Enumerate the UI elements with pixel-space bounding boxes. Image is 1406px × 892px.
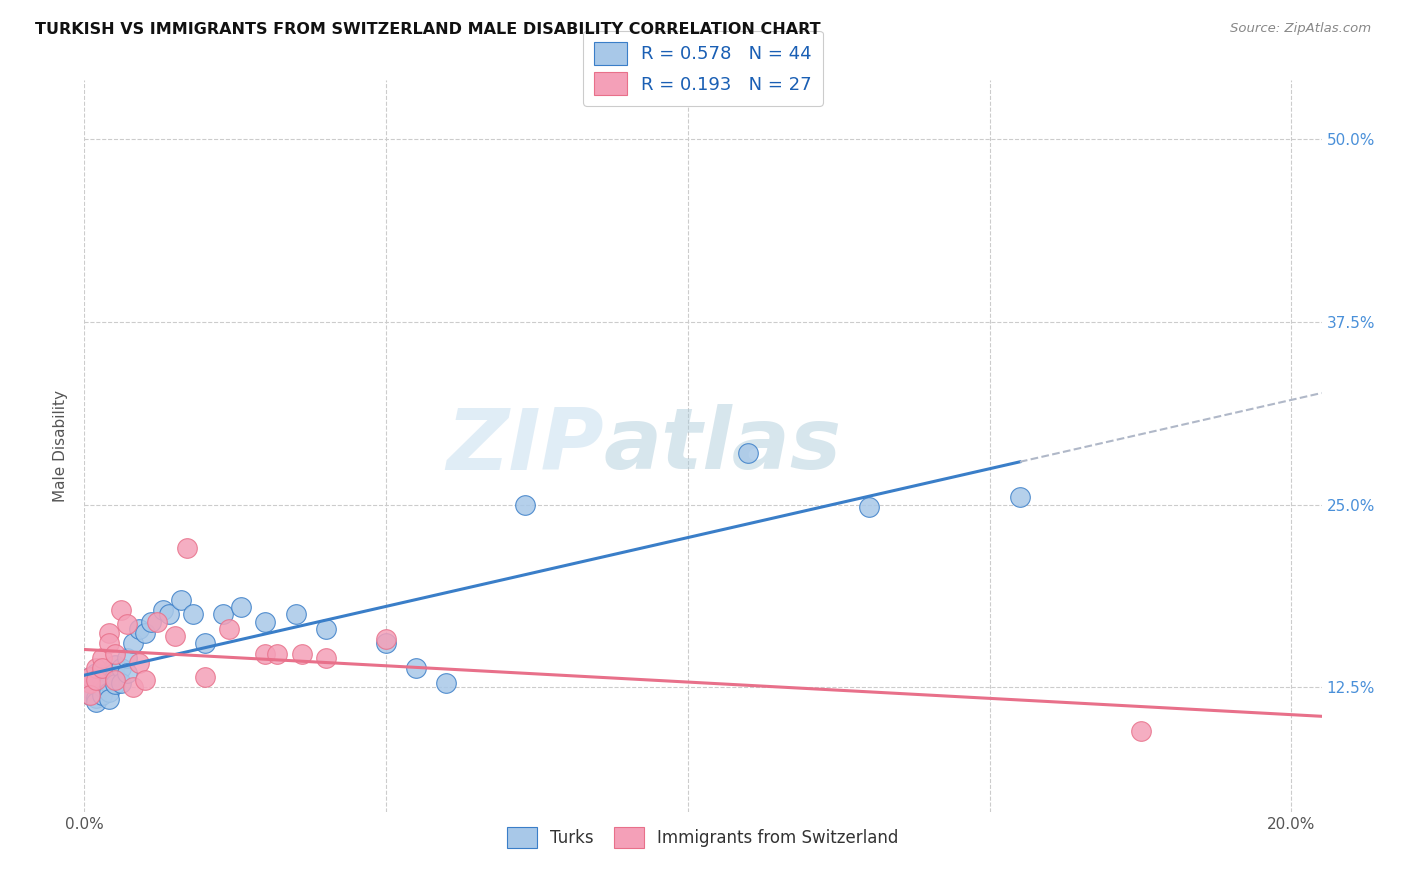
Point xyxy=(103,647,125,661)
Point xyxy=(79,676,101,690)
Point xyxy=(79,670,101,684)
Point xyxy=(110,603,132,617)
Point xyxy=(91,661,114,675)
Text: ZIP: ZIP xyxy=(446,404,605,488)
Point xyxy=(97,685,120,699)
Point xyxy=(375,632,398,646)
Y-axis label: Male Disability: Male Disability xyxy=(53,390,69,502)
Point xyxy=(284,607,307,622)
Point xyxy=(86,695,108,709)
Point xyxy=(79,670,101,684)
Point xyxy=(134,626,156,640)
Point xyxy=(254,647,277,661)
Point xyxy=(375,636,398,650)
Point xyxy=(128,656,150,670)
Text: TURKISH VS IMMIGRANTS FROM SWITZERLAND MALE DISABILITY CORRELATION CHART: TURKISH VS IMMIGRANTS FROM SWITZERLAND M… xyxy=(35,22,821,37)
Point xyxy=(97,692,120,706)
Text: Source: ZipAtlas.com: Source: ZipAtlas.com xyxy=(1230,22,1371,36)
Point xyxy=(513,498,536,512)
Point xyxy=(231,599,253,614)
Point xyxy=(79,688,101,702)
Point xyxy=(91,673,114,687)
Point xyxy=(86,661,108,675)
Point xyxy=(79,681,101,696)
Point xyxy=(134,673,156,687)
Point xyxy=(86,673,108,687)
Point xyxy=(97,665,120,680)
Point xyxy=(91,688,114,702)
Point xyxy=(315,651,337,665)
Point xyxy=(115,665,138,680)
Point xyxy=(79,676,101,690)
Point xyxy=(86,681,108,695)
Point xyxy=(152,603,174,617)
Point xyxy=(110,676,132,690)
Point xyxy=(115,651,138,665)
Point xyxy=(103,668,125,682)
Point xyxy=(91,651,114,665)
Point xyxy=(146,615,169,629)
Point xyxy=(1129,724,1152,739)
Point xyxy=(170,592,193,607)
Point xyxy=(139,615,162,629)
Point xyxy=(86,690,108,705)
Point xyxy=(115,617,138,632)
Point xyxy=(157,607,180,622)
Point xyxy=(121,636,143,650)
Point xyxy=(436,676,458,690)
Point xyxy=(121,681,143,695)
Point xyxy=(218,622,240,636)
Point xyxy=(97,626,120,640)
Point xyxy=(103,658,125,673)
Point xyxy=(291,647,314,661)
Point xyxy=(163,629,186,643)
Point xyxy=(91,681,114,695)
Point xyxy=(266,647,288,661)
Point xyxy=(405,661,427,675)
Point xyxy=(176,541,198,556)
Point xyxy=(103,677,125,691)
Point xyxy=(86,665,108,680)
Legend: Turks, Immigrants from Switzerland: Turks, Immigrants from Switzerland xyxy=(501,820,905,855)
Point xyxy=(858,500,880,515)
Point xyxy=(128,622,150,636)
Point xyxy=(254,615,277,629)
Text: atlas: atlas xyxy=(605,404,842,488)
Point xyxy=(212,607,235,622)
Point xyxy=(86,673,108,687)
Point xyxy=(194,670,217,684)
Point xyxy=(737,446,759,460)
Point xyxy=(315,622,337,636)
Point xyxy=(194,636,217,650)
Point xyxy=(97,676,120,690)
Point xyxy=(1008,490,1031,504)
Point xyxy=(181,607,204,622)
Point xyxy=(110,661,132,675)
Point xyxy=(97,636,120,650)
Point xyxy=(79,688,101,702)
Point xyxy=(103,673,125,687)
